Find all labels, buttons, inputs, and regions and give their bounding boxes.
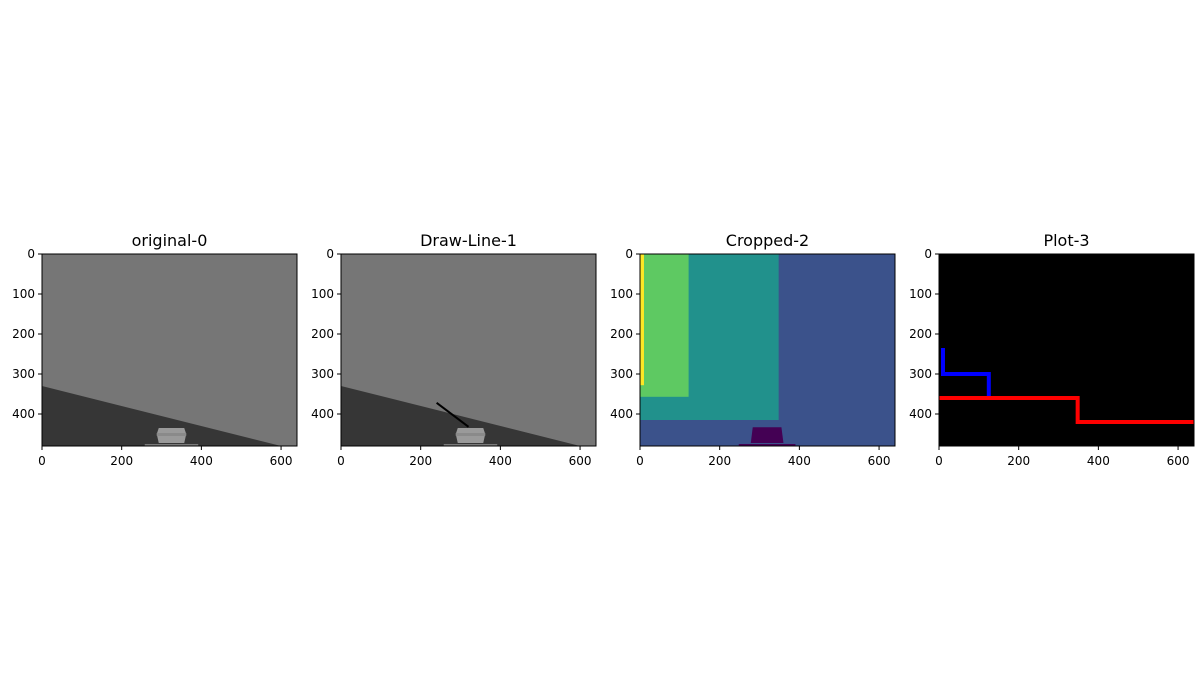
axes-frame [938, 253, 1195, 447]
panel-title: original-0 [132, 231, 208, 250]
y-tick-label: 200 [12, 327, 35, 341]
panel-1: 0 200 400 600 0 100 200 300 400 Draw-Line-1 [311, 231, 597, 468]
y-tick-label: 0 [326, 247, 334, 261]
axes-frame [41, 253, 298, 447]
y-tick-label: 100 [610, 287, 633, 301]
panel-title: Plot-3 [1043, 231, 1089, 250]
x-tick-label: 200 [110, 454, 133, 468]
panel-title: Draw-Line-1 [420, 231, 517, 250]
y-tick-label: 100 [909, 287, 932, 301]
y-tick-label: 200 [909, 327, 932, 341]
x-tick-label: 400 [1087, 454, 1110, 468]
x-tick-label: 0 [636, 454, 644, 468]
y-tick-label: 200 [311, 327, 334, 341]
segment-region [750, 427, 784, 443]
series-line [939, 396, 1194, 424]
road-region [42, 386, 297, 446]
x-tick-label: 600 [1167, 454, 1190, 468]
x-tick-label: 200 [1007, 454, 1030, 468]
y-tick-label: 0 [27, 247, 35, 261]
panel-title: Cropped-2 [726, 231, 809, 250]
y-tick-label: 300 [12, 367, 35, 381]
x-tick-label: 400 [788, 454, 811, 468]
road-region [341, 386, 596, 446]
vehicle [144, 428, 199, 446]
plot-area [640, 254, 895, 446]
y-tick-label: 400 [12, 407, 35, 421]
vehicle [443, 428, 498, 446]
drawn-line [436, 402, 470, 428]
plot-area [341, 254, 596, 446]
x-tick-label: 400 [190, 454, 213, 468]
y-tick-label: 300 [909, 367, 932, 381]
y-tick-label: 0 [625, 247, 633, 261]
panel-2: 0 200 400 600 0 100 200 300 400 Cropped-2 [610, 231, 896, 468]
x-tick-label: 600 [569, 454, 592, 468]
plot-area [42, 254, 297, 446]
y-tick-label: 0 [924, 247, 932, 261]
x-tick-label: 0 [935, 454, 943, 468]
y-tick-label: 400 [909, 407, 932, 421]
y-tick-label: 100 [311, 287, 334, 301]
y-tick-label: 100 [12, 287, 35, 301]
segment-region [640, 254, 644, 386]
segment-region [640, 254, 689, 397]
x-tick-label: 200 [409, 454, 432, 468]
x-tick-label: 600 [270, 454, 293, 468]
y-tick-label: 400 [610, 407, 633, 421]
plot-background [939, 254, 1194, 446]
x-tick-label: 600 [868, 454, 891, 468]
x-tick-label: 0 [337, 454, 345, 468]
y-tick-label: 400 [311, 407, 334, 421]
panel-3: 0 200 400 600 0 100 200 300 400 Plot-3 [909, 231, 1195, 468]
y-tick-label: 200 [610, 327, 633, 341]
panel-0: 0 200 400 600 0 100 200 300 400 original-0 [12, 231, 298, 468]
x-tick-label: 200 [708, 454, 731, 468]
y-tick-label: 300 [311, 367, 334, 381]
x-tick-label: 0 [38, 454, 46, 468]
x-tick-label: 400 [489, 454, 512, 468]
y-tick-label: 300 [610, 367, 633, 381]
axes-frame [639, 253, 896, 447]
series-line [940, 348, 991, 397]
plot-area [939, 254, 1194, 446]
axes-frame [340, 253, 597, 447]
